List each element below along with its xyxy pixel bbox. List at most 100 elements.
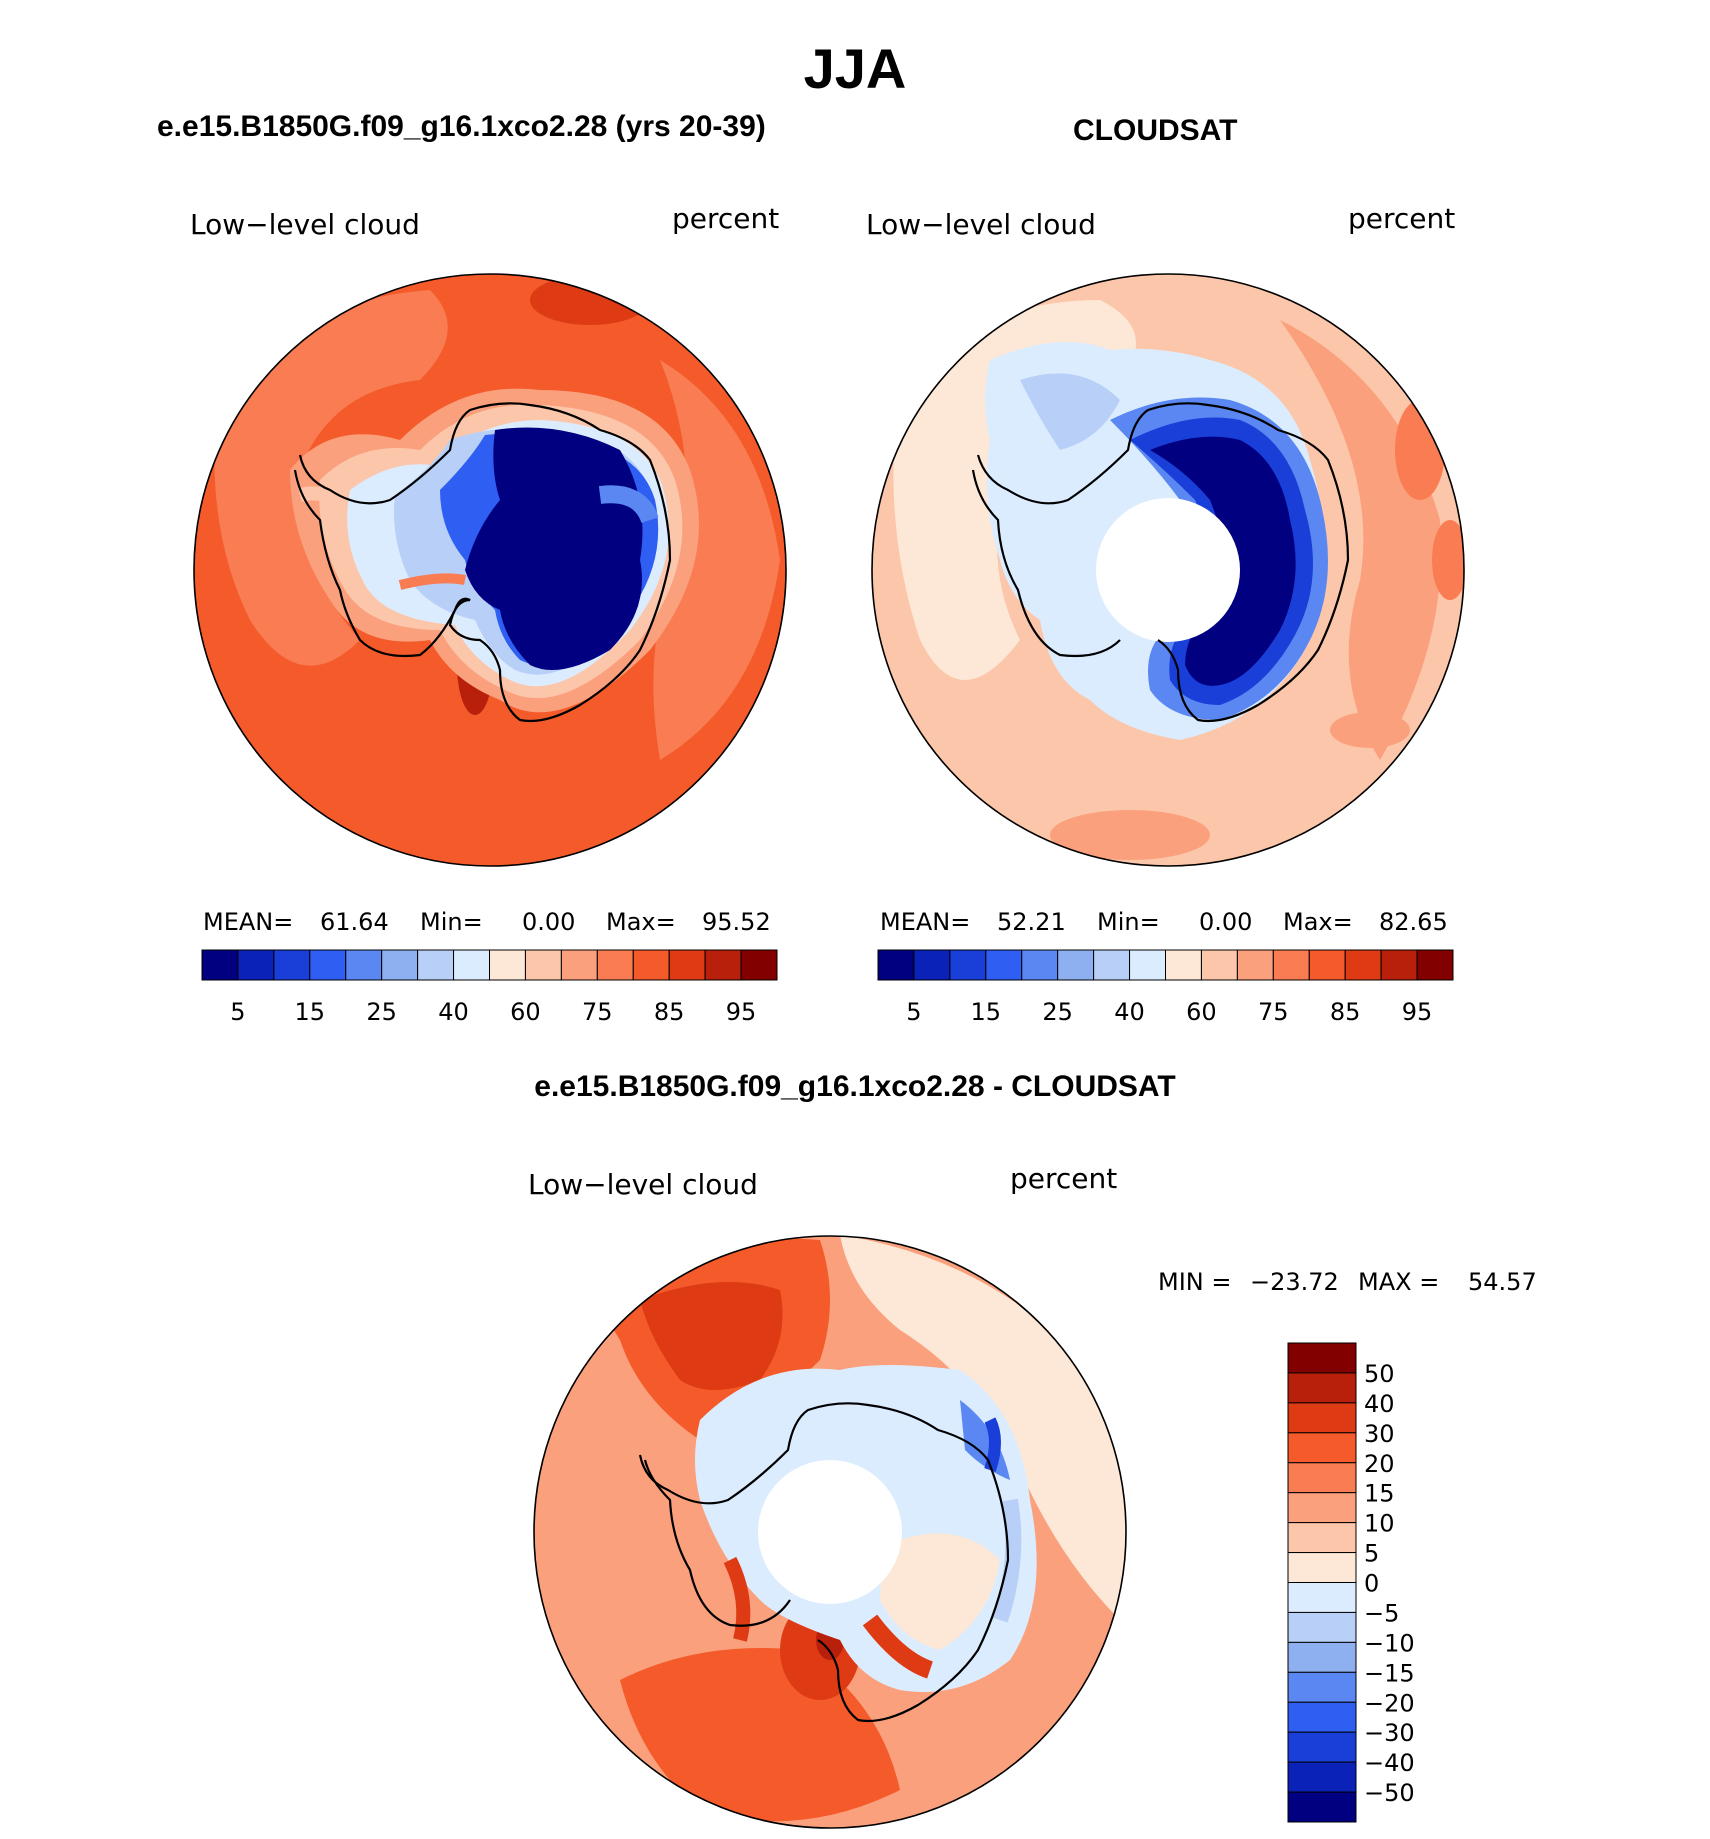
diff-min-label: MIN = [1158, 1268, 1232, 1296]
model-colorbar-swatch [596, 949, 634, 981]
diff-panel-title: e.e15.B1850G.f09_g16.1xco2.28 - CLOUDSAT [534, 1070, 1176, 1103]
model-colorbar-tick-label: 75 [582, 998, 613, 1026]
diff-colorbar-tick-label: −5 [1364, 1599, 1399, 1627]
obs-colorbar-swatch [913, 949, 951, 981]
diff-colorbar-swatch [1287, 1611, 1357, 1643]
diff-colorbar-swatch [1287, 1582, 1357, 1613]
diff-colorbar-swatch [1287, 1522, 1357, 1554]
diff-colorbar-tick-label: −20 [1364, 1689, 1415, 1717]
diff-colorbar-tick-label: −50 [1364, 1779, 1415, 1807]
model-colorbar-swatch [273, 949, 311, 981]
obs-variable-label: Low−level cloud [866, 208, 1096, 241]
model-max-label: Max= [606, 908, 676, 936]
obs-max-label: Max= [1283, 908, 1353, 936]
model-colorbar-tick-label: 60 [510, 998, 541, 1026]
obs-colorbar-tick-label: 75 [1258, 998, 1289, 1026]
model-colorbar-tick-label: 15 [295, 998, 326, 1026]
diff-colorbar-swatch [1287, 1641, 1357, 1673]
diff-colorbar-tick-label: 20 [1364, 1450, 1395, 1478]
model-polar-map [194, 274, 786, 866]
obs-min-value: 0.00 [1199, 908, 1253, 936]
model-colorbar-swatch [417, 949, 455, 981]
diff-colorbar-swatch [1287, 1671, 1357, 1703]
diff-colorbar-swatch [1287, 1701, 1357, 1733]
obs-colorbar-tick-label: 60 [1186, 998, 1217, 1026]
obs-colorbar-swatch [1308, 949, 1346, 981]
obs-colorbar-tick-label: 15 [971, 998, 1002, 1026]
diff-colorbar-tick-label: 0 [1364, 1570, 1379, 1598]
obs-mean-label: MEAN= [880, 908, 971, 936]
diff-max-value: 54.57 [1468, 1268, 1537, 1296]
diff-colorbar-tick-label: −10 [1364, 1629, 1415, 1657]
obs-colorbar-swatch [1200, 949, 1238, 981]
diff-colorbar-tick-label: 10 [1364, 1510, 1395, 1538]
obs-colorbar: 5 15 25 40 60 75 85 95 [877, 949, 1454, 1026]
obs-coastline [976, 402, 1350, 723]
diff-colorbar-swatch [1287, 1761, 1357, 1793]
diff-colorbar-tick-label: 40 [1364, 1390, 1395, 1418]
model-min-value: 0.00 [522, 908, 576, 936]
diff-min-value: −23.72 [1250, 1268, 1339, 1296]
obs-colorbar-swatch [1236, 949, 1274, 981]
model-colorbar-swatch [309, 949, 347, 981]
model-coastline [293, 402, 672, 723]
model-colorbar-swatch [632, 949, 670, 981]
diff-colorbar-swatch [1287, 1342, 1357, 1374]
model-variable-label: Low−level cloud [190, 208, 420, 241]
obs-mean-value: 52.21 [997, 908, 1066, 936]
obs-max-value: 82.65 [1379, 908, 1448, 936]
obs-colorbar-swatch [949, 949, 987, 981]
diff-unit-label: percent [1010, 1162, 1118, 1195]
obs-colorbar-swatch [1416, 949, 1454, 981]
obs-colorbar-swatch [1129, 949, 1166, 981]
obs-colorbar-tick-label: 40 [1114, 998, 1145, 1026]
model-colorbar-swatch [560, 949, 598, 981]
obs-unit-label: percent [1348, 202, 1456, 235]
diff-coastline [638, 1402, 1010, 1723]
obs-colorbar-swatch [1272, 949, 1310, 981]
diff-colorbar-swatch [1287, 1731, 1357, 1763]
model-colorbar-swatch [201, 949, 239, 981]
obs-colorbar-tick-label: 95 [1402, 998, 1433, 1026]
obs-colorbar-swatch [877, 949, 915, 981]
diff-colorbar-tick-label: 30 [1364, 1420, 1395, 1448]
diff-colorbar-tick-label: −15 [1364, 1659, 1415, 1687]
diff-colorbar-tick-label: −40 [1364, 1749, 1415, 1777]
model-colorbar-swatch [453, 949, 490, 981]
model-unit-label: percent [672, 202, 780, 235]
model-colorbar-tick-label: 5 [230, 998, 245, 1026]
obs-colorbar-swatch [1021, 949, 1059, 981]
model-colorbar-swatch [345, 949, 383, 981]
obs-colorbar-tick-label: 25 [1042, 998, 1073, 1026]
model-colorbar-tick-label: 40 [438, 998, 469, 1026]
obs-colorbar-tick-label: 5 [906, 998, 921, 1026]
model-colorbar-swatch [668, 949, 706, 981]
diff-colorbar-tick-label: 50 [1364, 1360, 1395, 1388]
obs-polar-map [872, 274, 1464, 866]
diff-colorbar-tick-label: −30 [1364, 1719, 1415, 1747]
obs-colorbar-swatch [1165, 949, 1202, 981]
obs-map-border [871, 273, 1465, 867]
model-colorbar-tick-label: 95 [726, 998, 757, 1026]
model-colorbar-swatch [704, 949, 742, 981]
obs-colorbar-swatch [1380, 949, 1418, 981]
model-colorbar-swatch [381, 949, 419, 981]
model-colorbar-tick-label: 85 [654, 998, 685, 1026]
model-colorbar-swatch [740, 949, 778, 981]
model-colorbar-swatch [524, 949, 562, 981]
model-colorbar: 5 15 25 40 60 75 85 95 [201, 949, 778, 1026]
model-colorbar-swatch [237, 949, 275, 981]
obs-colorbar-swatch [1344, 949, 1382, 981]
model-map-border [193, 273, 787, 867]
diff-colorbar-swatch [1287, 1552, 1357, 1583]
diff-colorbar-swatch [1287, 1432, 1357, 1464]
diff-colorbar-swatch [1287, 1791, 1357, 1823]
diff-max-label: MAX = [1358, 1268, 1440, 1296]
model-mean-label: MEAN= [203, 908, 294, 936]
diff-colorbar-swatch [1287, 1492, 1357, 1524]
figure-title: JJA [803, 37, 907, 100]
diff-variable-label: Low−level cloud [528, 1168, 758, 1201]
obs-panel-title: CLOUDSAT [1073, 114, 1238, 147]
